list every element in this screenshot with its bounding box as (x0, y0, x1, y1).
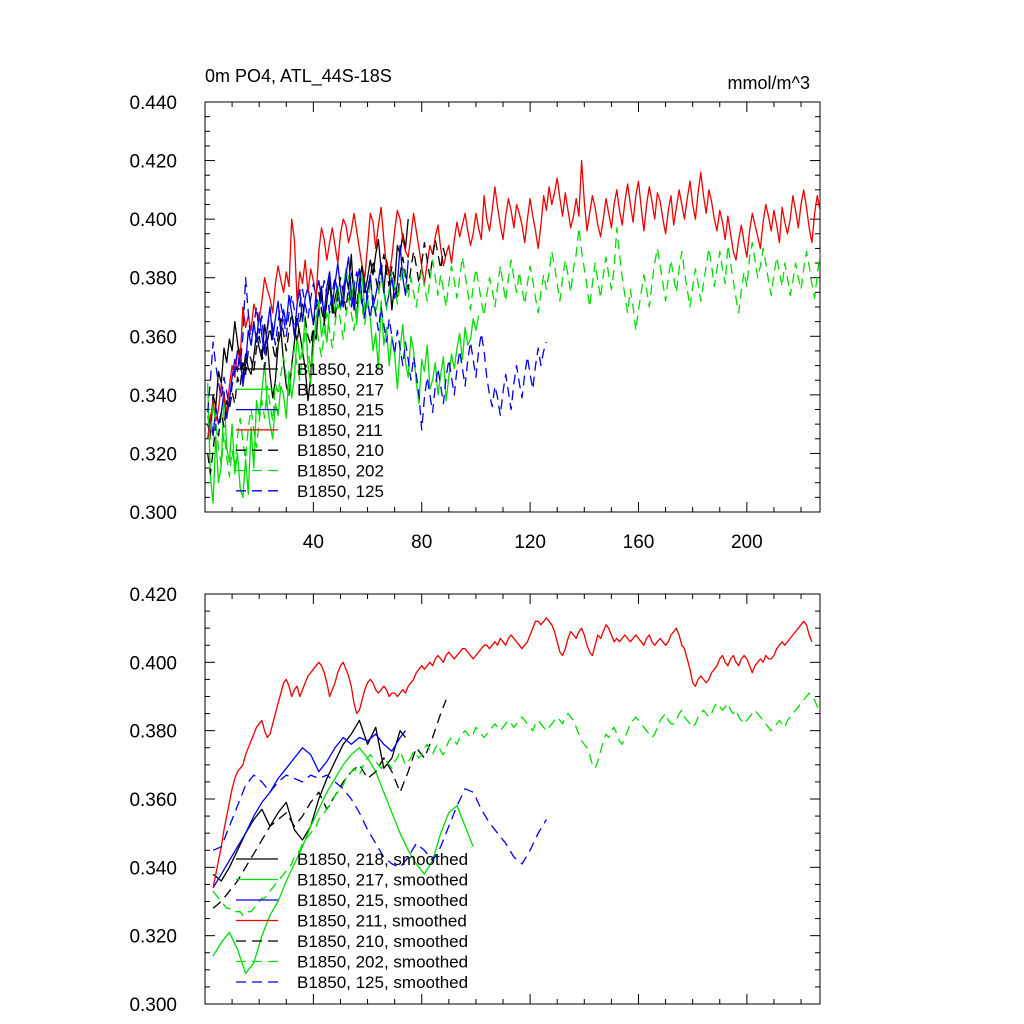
series-line-2 (212, 730, 407, 889)
x-tick-label: 160 (623, 532, 655, 553)
x-tick-label: 120 (514, 532, 546, 553)
x-tick-label: 200 (731, 532, 763, 553)
legend-label-1: B1850, 217, smoothed (297, 871, 468, 890)
legend-label-6: B1850, 125, smoothed (297, 973, 468, 992)
series-line-1 (212, 747, 474, 974)
series-line-5 (207, 227, 820, 478)
y-tick-label: 0.420 (129, 152, 177, 173)
bottom-chart: 0.300 0.320 0.340 0.360 0.380 0.400 0.420 B1850… (129, 585, 821, 1016)
series-group (207, 159, 820, 504)
y-tick-label: 0.360 (129, 327, 177, 348)
legend-label-3: B1850, 211 (297, 421, 383, 440)
y-tick-label: 0.340 (129, 858, 177, 879)
y-tick-label: 0.380 (129, 269, 177, 290)
y-tick-label: 0.360 (129, 790, 177, 811)
series-line-6 (207, 271, 548, 431)
y-tick-label: 0.320 (129, 444, 177, 465)
top-chart: 40 80 120 160 200 0.300 0.320 0.340 0.360 0.380 0.… (129, 66, 821, 553)
x-tick-label: 80 (411, 532, 432, 553)
y-tick-label: 0.400 (129, 653, 177, 674)
legend-label-5: B1850, 202 (297, 462, 384, 481)
chart-title: 0m PO4, ATL_44S-18S (205, 66, 392, 87)
legend-label-0: B1850, 218 (297, 360, 384, 379)
y-tick-label: 0.420 (129, 585, 177, 606)
legend-label-2: B1850, 215, smoothed (297, 891, 468, 910)
legend-label-2: B1850, 215 (297, 401, 384, 420)
series-line-4 (212, 699, 447, 909)
legend-label-0: B1850, 218, smoothed (297, 850, 468, 869)
y-tick-label: 0.300 (129, 995, 177, 1016)
y-tick-label: 0.320 (129, 927, 177, 948)
legend-label-4: B1850, 210 (297, 441, 384, 460)
y-tick-label: 0.440 (129, 93, 177, 114)
legend-label-5: B1850, 202, smoothed (297, 953, 468, 972)
series-line-3 (212, 617, 813, 888)
units-label: mmol/m^3 (728, 73, 810, 93)
series-line-5 (212, 692, 820, 916)
x-tick-label: 40 (303, 532, 324, 553)
y-tick-label: 0.340 (129, 386, 177, 407)
series-group (212, 617, 820, 974)
y-tick-label: 0.300 (129, 503, 177, 524)
legend-label-4: B1850, 210, smoothed (297, 932, 468, 951)
legend-label-3: B1850, 211, smoothed (297, 912, 467, 931)
series-line-6 (212, 774, 547, 868)
series-line-4 (207, 238, 447, 475)
legend-label-6: B1850, 125 (297, 482, 384, 501)
legend-label-1: B1850, 217 (297, 380, 384, 399)
y-tick-label: 0.380 (129, 722, 177, 743)
y-tick-label: 0.400 (129, 210, 177, 231)
